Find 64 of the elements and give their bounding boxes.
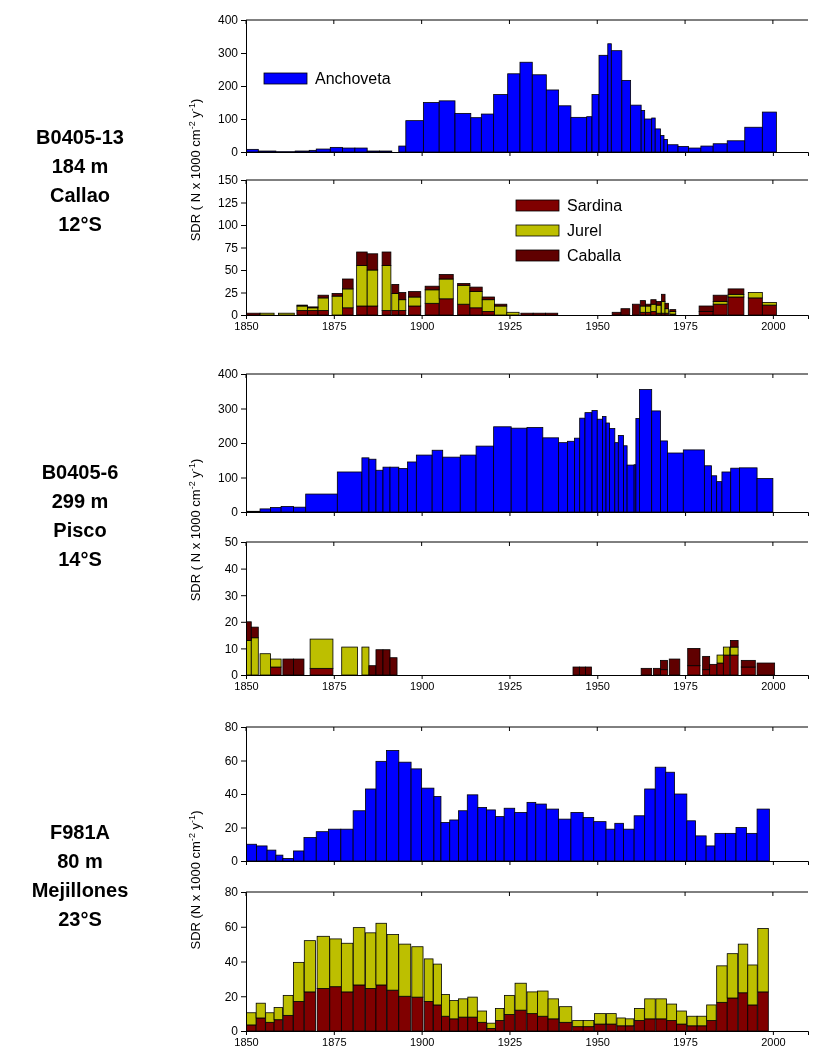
y-tick-label: 150 — [217, 173, 239, 188]
y-tick-label: 40 — [224, 787, 239, 802]
x-tick-label: 2000 — [761, 319, 786, 332]
legend-label: Sardina — [567, 197, 623, 214]
x-tick-label: 1875 — [322, 679, 347, 692]
y-tick-label: 50 — [224, 263, 239, 278]
text: Callao — [49, 183, 111, 206]
y-tick-label: 10 — [224, 641, 239, 656]
x-tick-label: 1925 — [497, 679, 523, 692]
x-tick-label: 1975 — [673, 679, 698, 692]
x-tick-label: 2000 — [761, 1035, 786, 1048]
y-tick-label: 40 — [224, 954, 239, 969]
text: 184 m — [51, 154, 109, 177]
y-tick-label: 20 — [224, 615, 239, 630]
y-tick-label: 50 — [224, 535, 239, 550]
x-tick-label: 1875 — [322, 319, 347, 332]
x-tick-label: 1975 — [673, 319, 698, 332]
text: 80 m — [57, 849, 103, 872]
text: 14°S — [58, 547, 102, 570]
legend-label: Jurel — [567, 222, 602, 239]
y-tick-label: 100 — [217, 218, 239, 233]
x-tick-label: 1950 — [585, 319, 610, 332]
text: 12°S — [58, 212, 102, 235]
text: 23°S — [58, 907, 102, 930]
y-tick-label: 100 — [217, 470, 239, 485]
y-tick-label: 80 — [224, 885, 239, 900]
y-tick-label: 30 — [224, 588, 239, 603]
y-tick-label: 0 — [231, 145, 239, 160]
x-tick-label: 1950 — [585, 1035, 610, 1048]
y-tick-label: 125 — [217, 195, 239, 210]
y-tick-label: 300 — [217, 401, 239, 416]
y-tick-label: 40 — [224, 561, 239, 576]
x-tick-label: 1950 — [585, 679, 610, 692]
y-tick-label: 60 — [224, 753, 239, 768]
x-tick-label: 1900 — [409, 1035, 435, 1048]
text: Mejillones — [31, 878, 129, 901]
y-tick-label: 100 — [217, 112, 239, 127]
y-tick-label: 20 — [224, 989, 239, 1004]
text: B0405-6 — [41, 460, 119, 483]
x-tick-label: 1925 — [497, 1035, 523, 1048]
text: 299 m — [51, 489, 109, 512]
y-tick-label: 400 — [217, 367, 239, 382]
y-tick-label: 0 — [231, 505, 239, 520]
y-tick-label: 80 — [224, 720, 239, 735]
x-tick-label: 1900 — [409, 679, 435, 692]
text: F981A — [49, 820, 111, 843]
y-tick-label: 200 — [217, 436, 239, 451]
x-tick-label: 1875 — [322, 1035, 347, 1048]
y-tick-label: 400 — [217, 13, 239, 28]
x-tick-label: 1925 — [497, 319, 523, 332]
legend-label: Anchoveta — [315, 70, 391, 87]
x-tick-label: 1975 — [673, 1035, 698, 1048]
text: Pisco — [53, 518, 107, 541]
y-tick-label: 75 — [224, 240, 239, 255]
y-tick-label: 0 — [231, 854, 239, 869]
y-tick-label: 25 — [224, 285, 239, 300]
y-tick-label: 20 — [224, 820, 239, 835]
x-tick-label: 2000 — [761, 679, 786, 692]
y-tick-label: 200 — [217, 79, 239, 94]
text: B0405-13 — [36, 125, 124, 148]
legend-label: Caballa — [567, 247, 622, 264]
y-tick-label: 300 — [217, 46, 239, 61]
x-tick-label: 1900 — [409, 319, 435, 332]
y-tick-label: 60 — [224, 920, 239, 935]
